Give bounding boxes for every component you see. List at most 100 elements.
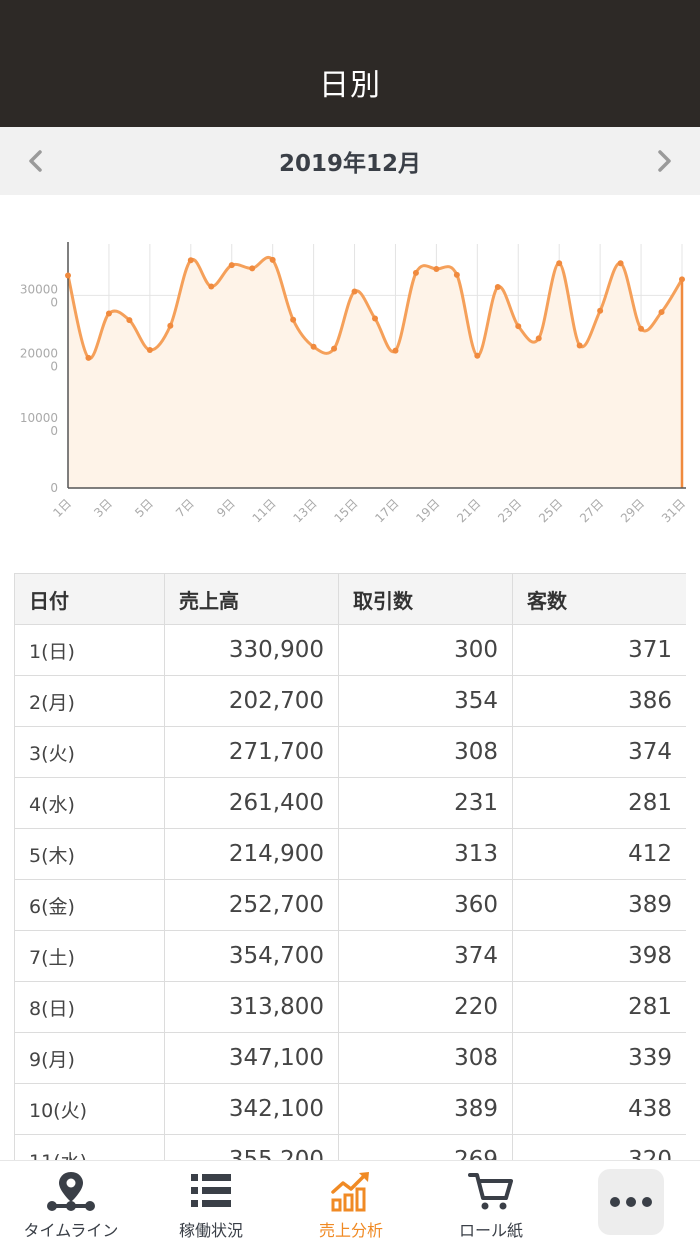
series-area bbox=[68, 257, 682, 488]
cell-sales: 313,800 bbox=[164, 981, 339, 1033]
more-button[interactable] bbox=[598, 1169, 664, 1235]
x-tick-label: 3日 bbox=[91, 496, 115, 520]
tab-sales-analysis[interactable]: 売上分析 bbox=[281, 1161, 421, 1244]
cell-sales: 355,200 bbox=[164, 1134, 339, 1160]
table-row: 1(日) 330,900 300 371 bbox=[14, 624, 686, 676]
cell-date: 4(水) bbox=[14, 777, 165, 829]
data-point bbox=[535, 335, 542, 342]
data-point bbox=[474, 352, 481, 359]
data-point bbox=[679, 276, 685, 283]
cell-customers: 281 bbox=[512, 777, 686, 829]
data-point bbox=[453, 271, 460, 278]
x-tick-label: 25日 bbox=[536, 496, 565, 525]
cell-sales: 342,100 bbox=[164, 1083, 339, 1135]
chevron-right-icon bbox=[658, 150, 671, 172]
x-tick-label: 15日 bbox=[331, 496, 360, 525]
next-month-button[interactable] bbox=[648, 144, 682, 178]
bottom-tab-bar: タイムライン 稼働状況 売上分析 bbox=[0, 1160, 700, 1244]
y-tick-label: 10000 bbox=[20, 411, 58, 425]
data-point bbox=[331, 345, 338, 352]
cell-transactions: 269 bbox=[338, 1134, 513, 1160]
cell-date: 5(木) bbox=[14, 828, 165, 880]
table-header-row: 日付 売上高 取引数 客数 bbox=[14, 573, 686, 625]
data-point bbox=[208, 283, 215, 290]
cell-customers: 386 bbox=[512, 675, 686, 727]
x-tick-label: 1日 bbox=[50, 496, 74, 520]
x-tick-label: 5日 bbox=[132, 496, 156, 520]
cell-transactions: 308 bbox=[338, 726, 513, 778]
cart-icon bbox=[468, 1173, 513, 1210]
column-header-customers: 客数 bbox=[512, 573, 686, 625]
data-point bbox=[167, 322, 174, 329]
data-point bbox=[576, 342, 583, 349]
month-navigator: 2019年12月 bbox=[0, 127, 700, 195]
tab-roll-paper[interactable]: ロール紙 bbox=[421, 1161, 561, 1244]
cell-transactions: 313 bbox=[338, 828, 513, 880]
cell-date: 9(月) bbox=[14, 1032, 165, 1084]
growth-chart-icon bbox=[331, 1172, 369, 1212]
cell-sales: 347,100 bbox=[164, 1032, 339, 1084]
cell-customers: 438 bbox=[512, 1083, 686, 1135]
cell-sales: 271,700 bbox=[164, 726, 339, 778]
data-point bbox=[105, 310, 112, 317]
x-tick-label: 23日 bbox=[495, 496, 524, 525]
prev-month-button[interactable] bbox=[18, 144, 52, 178]
cell-customers: 389 bbox=[512, 879, 686, 931]
cell-customers: 281 bbox=[512, 981, 686, 1033]
x-tick-label: 13日 bbox=[291, 496, 320, 525]
daily-sales-chart: 30000 0 20000 0 10000 0 0 1日 3日 5日 7日 9日 11日 13日 15日 17… bbox=[0, 230, 700, 530]
table-row: 7(土) 354,700 374 398 bbox=[14, 930, 686, 982]
y-tick-label: 30000 bbox=[20, 282, 58, 296]
data-point bbox=[392, 347, 399, 354]
cell-transactions: 220 bbox=[338, 981, 513, 1033]
cell-customers: 374 bbox=[512, 726, 686, 778]
y-tick-label: 20000 bbox=[20, 347, 58, 361]
app-header: 日別 bbox=[0, 0, 700, 127]
data-point bbox=[412, 269, 419, 276]
x-tick-label: 17日 bbox=[372, 496, 401, 525]
list-icon bbox=[191, 1174, 231, 1207]
data-point bbox=[351, 288, 358, 295]
data-point bbox=[597, 307, 604, 314]
data-point bbox=[310, 343, 317, 350]
x-tick-label: 27日 bbox=[577, 496, 606, 525]
data-point bbox=[494, 284, 501, 291]
cell-customers: 412 bbox=[512, 828, 686, 880]
data-point bbox=[556, 260, 563, 267]
tab-label: タイムライン bbox=[23, 1221, 119, 1240]
x-tick-label: 29日 bbox=[618, 496, 647, 525]
column-header-sales: 売上高 bbox=[164, 573, 339, 625]
cell-customers: 320 bbox=[512, 1134, 686, 1160]
table-row: 8(日) 313,800 220 281 bbox=[14, 981, 686, 1033]
data-point bbox=[638, 325, 645, 332]
x-tick-label: 19日 bbox=[413, 496, 442, 525]
daily-sales-table-container[interactable]: 日付 売上高 取引数 客数 1(日) 330,900 300 371 2(月) 202,… bbox=[14, 573, 686, 1160]
tab-operating-status[interactable]: 稼働状況 bbox=[141, 1161, 281, 1244]
more-dots-icon bbox=[610, 1197, 652, 1207]
tab-timeline[interactable]: タイムライン bbox=[1, 1161, 141, 1244]
cell-sales: 252,700 bbox=[164, 879, 339, 931]
x-tick-label: 7日 bbox=[173, 496, 197, 520]
data-point bbox=[146, 347, 153, 354]
data-point bbox=[228, 262, 235, 269]
table-row: 6(金) 252,700 360 389 bbox=[14, 879, 686, 931]
tab-label: ロール紙 bbox=[458, 1221, 523, 1240]
cell-date: 10(火) bbox=[14, 1083, 165, 1135]
cell-date: 1(日) bbox=[14, 624, 165, 676]
table-row: 10(火) 342,100 389 438 bbox=[14, 1083, 686, 1135]
cell-transactions: 231 bbox=[338, 777, 513, 829]
data-point bbox=[433, 266, 440, 273]
y-tick-label: 0 bbox=[50, 481, 58, 495]
table-row: 9(月) 347,100 308 339 bbox=[14, 1032, 686, 1084]
cell-customers: 339 bbox=[512, 1032, 686, 1084]
cell-date: 3(火) bbox=[14, 726, 165, 778]
data-point bbox=[515, 323, 522, 330]
table-row: 3(火) 271,700 308 374 bbox=[14, 726, 686, 778]
data-point bbox=[126, 317, 133, 324]
column-header-transactions: 取引数 bbox=[338, 573, 513, 625]
cell-customers: 398 bbox=[512, 930, 686, 982]
cell-sales: 261,400 bbox=[164, 777, 339, 829]
cell-sales: 354,700 bbox=[164, 930, 339, 982]
data-point bbox=[249, 265, 256, 272]
